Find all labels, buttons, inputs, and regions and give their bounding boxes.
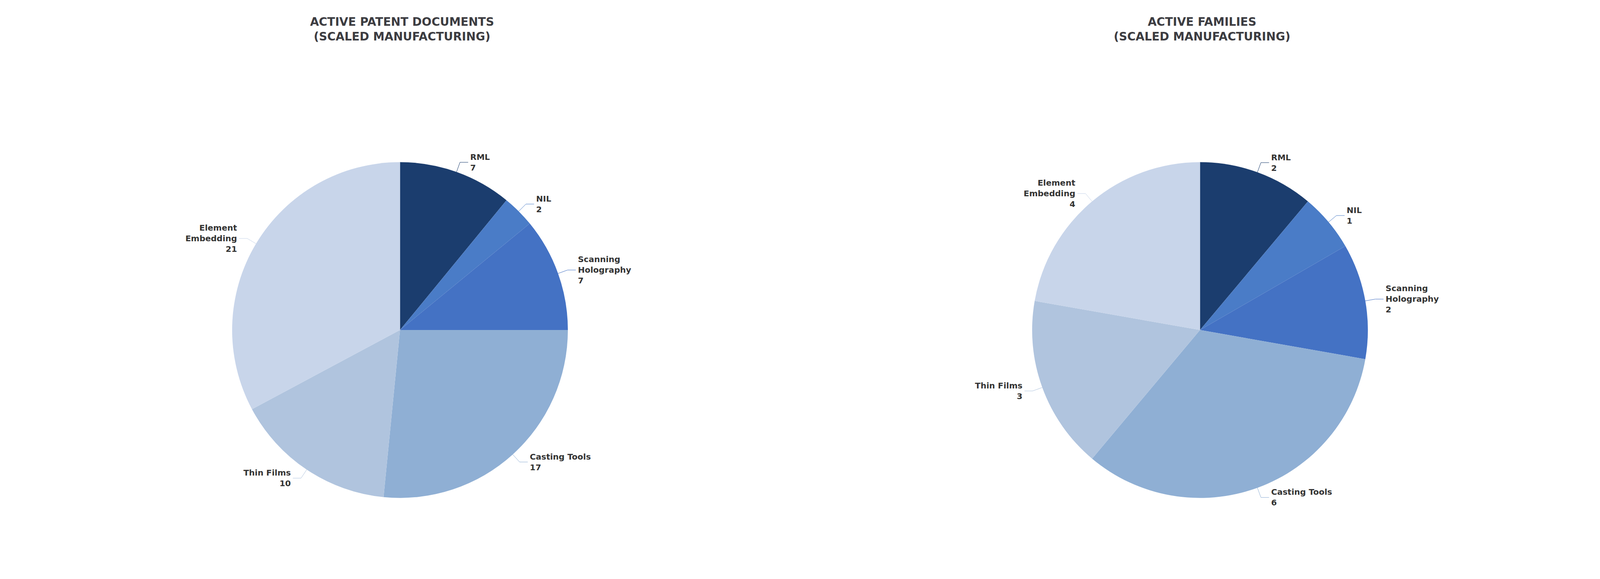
svg-text:3: 3 xyxy=(1016,391,1023,402)
svg-text:Holography: Holography xyxy=(1385,293,1439,304)
svg-text:Element: Element xyxy=(199,222,238,233)
svg-text:Element: Element xyxy=(1037,177,1076,188)
svg-text:RML: RML xyxy=(1270,152,1291,163)
svg-text:Embedding: Embedding xyxy=(1023,188,1076,199)
svg-text:ACTIVE PATENT DOCUMENTS: ACTIVE PATENT DOCUMENTS xyxy=(309,15,494,29)
svg-text:Scanning: Scanning xyxy=(1385,283,1429,294)
svg-text:7: 7 xyxy=(470,162,476,173)
svg-text:NIL: NIL xyxy=(536,193,552,204)
svg-text:1: 1 xyxy=(1346,215,1353,226)
svg-text:21: 21 xyxy=(225,244,238,254)
svg-text:2: 2 xyxy=(1270,163,1277,173)
svg-text:NIL: NIL xyxy=(1346,205,1362,216)
svg-text:RML: RML xyxy=(470,152,490,162)
svg-text:2: 2 xyxy=(536,204,543,215)
svg-text:Scanning: Scanning xyxy=(578,254,621,265)
svg-text:Holography: Holography xyxy=(578,264,632,275)
svg-text:(SCALED MANUFACTURING): (SCALED MANUFACTURING) xyxy=(313,29,491,44)
svg-text:(SCALED MANUFACTURING): (SCALED MANUFACTURING) xyxy=(1113,29,1291,44)
svg-text:4: 4 xyxy=(1069,199,1076,209)
svg-text:Casting Tools: Casting Tools xyxy=(529,451,591,462)
svg-text:Thin Films: Thin Films xyxy=(243,467,291,478)
svg-text:Casting Tools: Casting Tools xyxy=(1270,486,1332,497)
svg-text:10: 10 xyxy=(279,478,292,489)
svg-text:2: 2 xyxy=(1385,304,1392,315)
svg-text:Thin Films: Thin Films xyxy=(974,380,1023,391)
svg-text:7: 7 xyxy=(578,275,584,286)
svg-text:17: 17 xyxy=(529,462,542,473)
svg-text:6: 6 xyxy=(1270,497,1277,508)
svg-text:ACTIVE FAMILIES: ACTIVE FAMILIES xyxy=(1147,15,1257,29)
svg-text:Embedding: Embedding xyxy=(185,233,237,244)
